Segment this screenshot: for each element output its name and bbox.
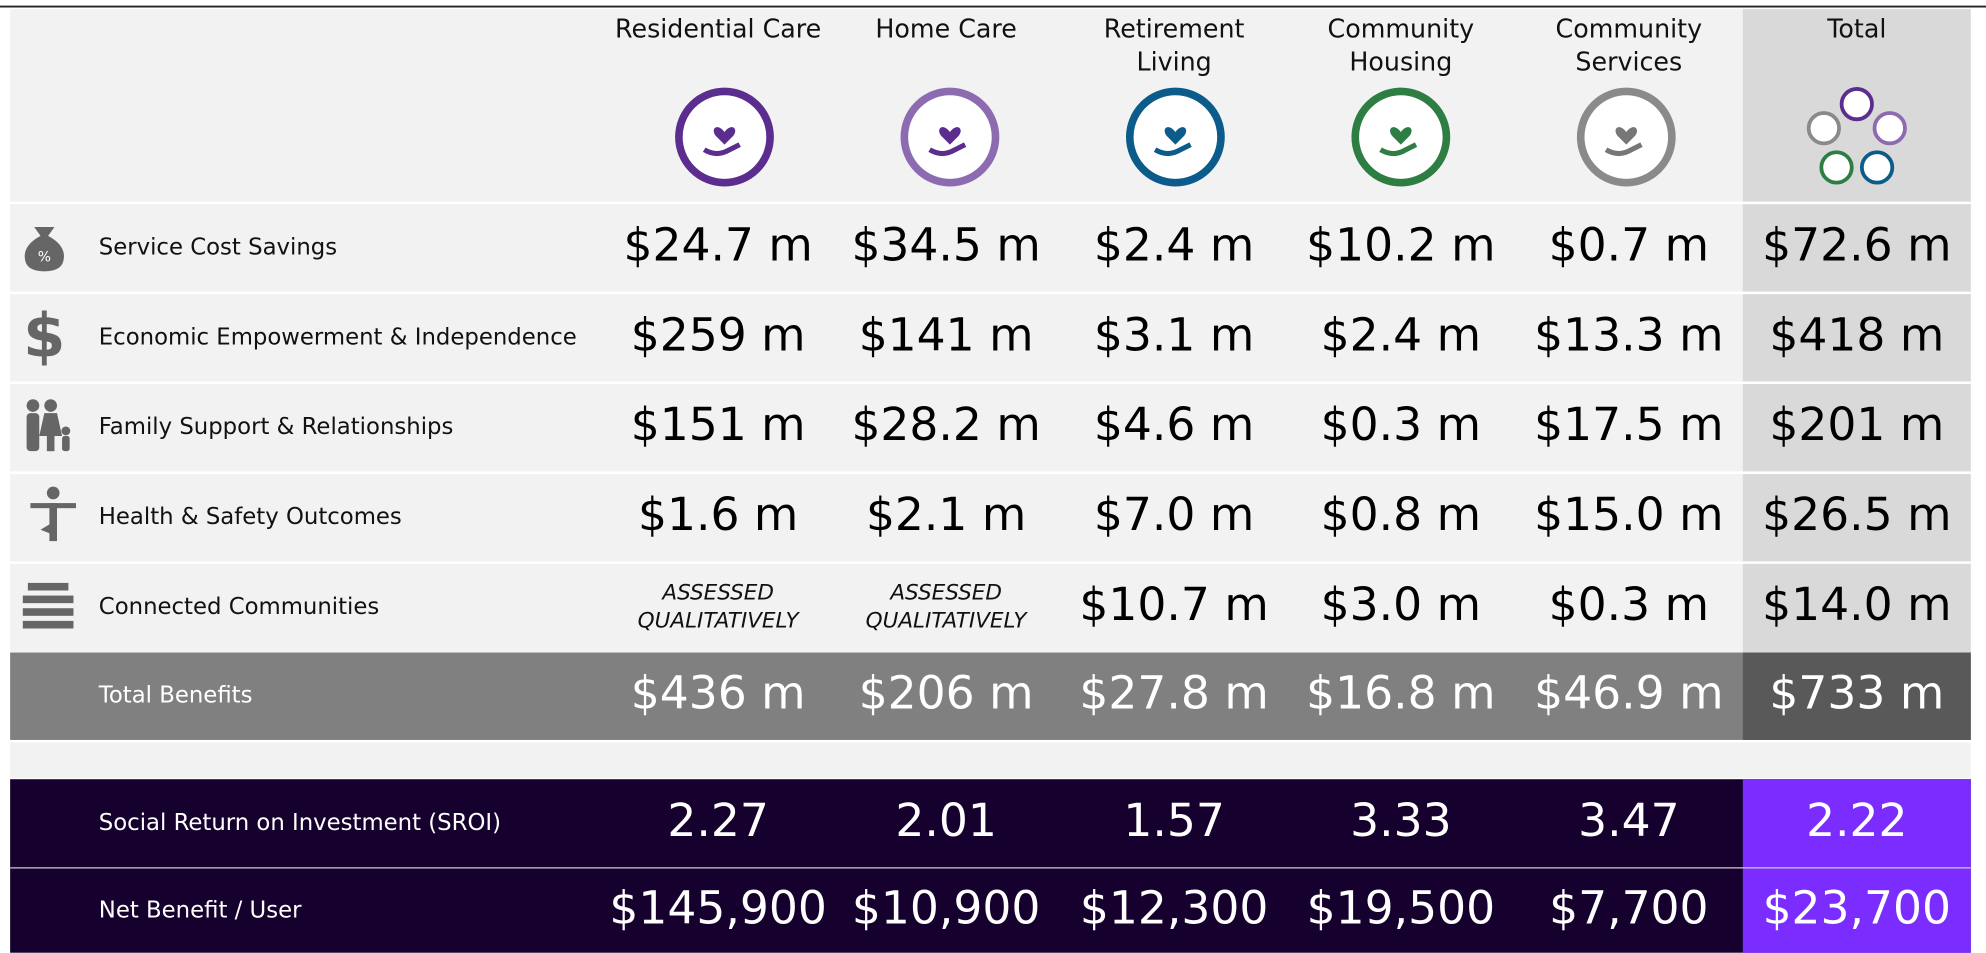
cell-value: $0.8 m: [1321, 488, 1481, 541]
row-label: Family Support & Relationships: [99, 414, 454, 440]
cell-value: $259 m: [631, 308, 806, 361]
total-icon: [1806, 87, 1907, 185]
cell-value: 2.01: [895, 794, 996, 847]
cell-value: $10.2 m: [1306, 218, 1495, 271]
icon: [1351, 87, 1451, 187]
dark-rows: [10, 779, 1971, 953]
qualitative-note: QUALITATIVELY: [866, 609, 1029, 634]
svg-text:%: %: [38, 249, 51, 265]
cell-value: $0.7 m: [1549, 218, 1709, 271]
qualitative-note: QUALITATIVELY: [638, 609, 801, 634]
icon: [675, 87, 774, 187]
column-header: Residential Care: [615, 14, 821, 44]
cell-value: $4.6 m: [1094, 398, 1254, 451]
cell-value: 2.22: [1806, 794, 1907, 847]
cell-value: $13.3 m: [1534, 308, 1723, 361]
cell-value: $24.7 m: [623, 218, 812, 271]
cell-value: $0.3 m: [1549, 578, 1709, 631]
cell-value: $2.4 m: [1094, 218, 1254, 271]
yoga-icon: [30, 486, 76, 542]
cell-value: $46.9 m: [1534, 667, 1723, 720]
column-header: Home Care: [875, 14, 1017, 44]
cell-value: $27.8 m: [1079, 667, 1268, 720]
qualitative-note: ASSESSED: [888, 581, 1002, 606]
cell-value: $14.0 m: [1762, 578, 1951, 631]
row-label: Service Cost Savings: [99, 234, 337, 260]
cell-value: 2.27: [667, 794, 768, 847]
column-header: Community: [1556, 14, 1703, 44]
family-icon: [26, 399, 71, 452]
cell-value: $72.6 m: [1762, 218, 1951, 271]
cell-value: $1.6 m: [638, 488, 798, 541]
cell-value: $2.1 m: [866, 488, 1026, 541]
column-header: Living: [1136, 47, 1211, 77]
cell-value: $418 m: [1769, 308, 1944, 361]
cell-value: $7.0 m: [1094, 488, 1254, 541]
cell-value: $3.1 m: [1094, 308, 1254, 361]
cell-value: $201 m: [1769, 398, 1944, 451]
icon: [900, 87, 1000, 187]
cell-value: 3.33: [1350, 794, 1451, 847]
row-label: Health & Safety Outcomes: [99, 504, 402, 530]
cell-value: $19,500: [1307, 881, 1495, 934]
total-benefits-total: [1742, 652, 1971, 740]
cell-value: $436 m: [631, 667, 806, 720]
dollar-icon: $: [23, 301, 65, 371]
cell-value: $206 m: [859, 667, 1034, 720]
row-label: Economic Empowerment & Independence: [99, 324, 577, 350]
cell-value: $10.7 m: [1079, 578, 1268, 631]
cell-value: $141 m: [859, 308, 1034, 361]
cell-value: $145,900: [609, 881, 826, 934]
dark-rows-total: [1742, 779, 1971, 953]
row-label: Social Return on Investment (SROI): [99, 810, 501, 836]
column-icons: [675, 87, 1907, 187]
cell-value: 1.57: [1123, 794, 1224, 847]
community-icon: [22, 582, 74, 629]
cell-value: $3.0 m: [1321, 578, 1481, 631]
column-header: Total: [1826, 14, 1886, 44]
row-label: Net Benefit / User: [99, 897, 302, 923]
cell-value: $26.5 m: [1762, 488, 1951, 541]
total-benefits-row: [10, 652, 1971, 740]
cell-value: $23,700: [1763, 881, 1951, 934]
money-bag-icon: %: [24, 226, 64, 272]
icon: [1125, 87, 1225, 187]
column-header: Services: [1575, 47, 1682, 77]
cell-value: $0.3 m: [1321, 398, 1481, 451]
cell-value: $2.4 m: [1321, 308, 1481, 361]
column-header: Community: [1328, 14, 1475, 44]
row-label: Total Benefits: [98, 683, 253, 709]
cell-value: $15.0 m: [1534, 488, 1723, 541]
row-label: Connected Communities: [99, 594, 379, 620]
row-icons: % $: [22, 226, 76, 629]
icon: [1576, 87, 1676, 187]
cell-value: $28.2 m: [851, 398, 1040, 451]
cell-value: $34.5 m: [851, 218, 1040, 271]
cell-value: $7,700: [1549, 881, 1708, 934]
column-header: Retirement: [1104, 14, 1245, 44]
column-header: Housing: [1349, 47, 1452, 77]
cell-value: 3.47: [1578, 794, 1679, 847]
cell-value: $733 m: [1769, 667, 1944, 720]
cell-value: $16.8 m: [1306, 667, 1495, 720]
cell-value: $17.5 m: [1534, 398, 1723, 451]
qualitative-note: ASSESSED: [660, 581, 774, 606]
cell-value: $151 m: [631, 398, 806, 451]
cell-value: $12,300: [1080, 881, 1268, 934]
spacer: [10, 742, 1971, 778]
cell-value: $10,900: [852, 881, 1040, 934]
